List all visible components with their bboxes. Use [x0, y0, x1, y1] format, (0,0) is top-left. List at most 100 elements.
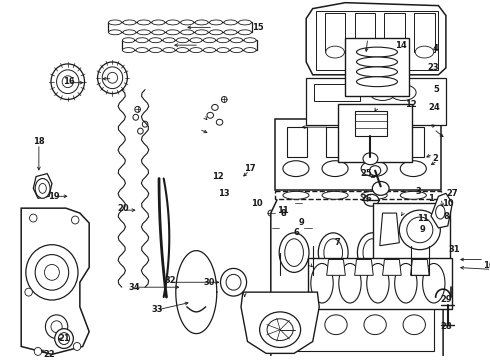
Ellipse shape: [51, 321, 62, 333]
Bar: [108, 22, 252, 32]
Text: 17: 17: [244, 164, 255, 173]
Ellipse shape: [74, 342, 81, 350]
Bar: [404, 127, 424, 157]
Ellipse shape: [217, 38, 229, 43]
Bar: [365, 127, 385, 157]
Bar: [287, 127, 307, 157]
Ellipse shape: [45, 265, 59, 280]
Ellipse shape: [149, 48, 162, 53]
Ellipse shape: [220, 269, 246, 296]
Ellipse shape: [357, 67, 397, 77]
Text: 12: 12: [212, 172, 223, 181]
Ellipse shape: [207, 112, 214, 118]
Text: 6: 6: [294, 228, 300, 237]
Text: 25: 25: [361, 169, 372, 178]
Ellipse shape: [107, 72, 118, 83]
Ellipse shape: [239, 30, 251, 35]
Text: 18: 18: [33, 138, 45, 147]
Bar: [326, 127, 346, 157]
Ellipse shape: [29, 214, 37, 222]
Ellipse shape: [364, 194, 379, 206]
Ellipse shape: [190, 48, 202, 53]
Bar: [314, 84, 360, 102]
Ellipse shape: [137, 20, 150, 25]
Ellipse shape: [415, 46, 434, 58]
Text: 14: 14: [395, 41, 407, 50]
Ellipse shape: [325, 315, 347, 334]
Text: 16: 16: [483, 261, 490, 270]
Bar: [355, 13, 375, 52]
Ellipse shape: [283, 192, 309, 199]
Ellipse shape: [326, 46, 344, 58]
Ellipse shape: [367, 264, 389, 303]
Ellipse shape: [216, 119, 223, 125]
Ellipse shape: [390, 85, 416, 100]
Bar: [355, 111, 387, 136]
Bar: [338, 104, 413, 162]
Text: 26: 26: [361, 194, 372, 203]
Text: 29: 29: [440, 294, 452, 303]
Ellipse shape: [122, 48, 135, 53]
Ellipse shape: [369, 85, 395, 100]
Ellipse shape: [136, 48, 148, 53]
Ellipse shape: [308, 273, 318, 289]
Ellipse shape: [195, 30, 208, 35]
Ellipse shape: [369, 166, 381, 176]
Ellipse shape: [322, 161, 348, 176]
Text: 3: 3: [415, 187, 421, 196]
Ellipse shape: [279, 233, 309, 273]
Ellipse shape: [133, 114, 139, 120]
Ellipse shape: [422, 264, 445, 303]
Polygon shape: [275, 236, 291, 253]
Text: 21: 21: [58, 334, 70, 343]
Text: 16: 16: [63, 77, 74, 86]
Bar: [308, 257, 452, 309]
Ellipse shape: [318, 233, 348, 273]
Ellipse shape: [239, 20, 251, 25]
Text: 20: 20: [117, 204, 128, 213]
Ellipse shape: [361, 192, 387, 199]
Ellipse shape: [311, 264, 333, 303]
Ellipse shape: [402, 239, 421, 266]
Ellipse shape: [283, 161, 309, 176]
Ellipse shape: [122, 38, 135, 43]
Text: 8: 8: [444, 212, 450, 221]
Text: 28: 28: [440, 322, 452, 331]
Text: 11: 11: [277, 206, 289, 215]
Ellipse shape: [372, 181, 389, 195]
Ellipse shape: [34, 347, 42, 355]
Ellipse shape: [46, 315, 68, 338]
Ellipse shape: [394, 264, 417, 303]
Ellipse shape: [230, 38, 243, 43]
Ellipse shape: [58, 333, 70, 345]
Ellipse shape: [102, 67, 122, 89]
Polygon shape: [327, 260, 345, 275]
Text: 9: 9: [420, 225, 425, 234]
Ellipse shape: [123, 30, 136, 35]
Text: 34: 34: [128, 283, 140, 292]
Ellipse shape: [56, 70, 79, 94]
Ellipse shape: [363, 239, 382, 266]
Ellipse shape: [136, 38, 148, 43]
Polygon shape: [33, 174, 52, 198]
Bar: [280, 297, 434, 351]
Ellipse shape: [357, 77, 397, 87]
Text: 4: 4: [433, 44, 439, 53]
Ellipse shape: [163, 38, 175, 43]
Ellipse shape: [217, 48, 229, 53]
Ellipse shape: [324, 239, 343, 266]
Ellipse shape: [396, 233, 426, 273]
Bar: [275, 192, 441, 199]
Text: 12: 12: [405, 100, 416, 109]
Polygon shape: [431, 193, 452, 228]
Ellipse shape: [210, 20, 222, 25]
Ellipse shape: [39, 184, 47, 193]
Ellipse shape: [221, 96, 227, 103]
Bar: [122, 40, 257, 50]
Ellipse shape: [51, 64, 84, 99]
Text: 27: 27: [446, 189, 458, 198]
Ellipse shape: [361, 161, 387, 176]
Text: 11: 11: [416, 213, 428, 222]
Ellipse shape: [403, 315, 425, 334]
Ellipse shape: [296, 200, 301, 206]
